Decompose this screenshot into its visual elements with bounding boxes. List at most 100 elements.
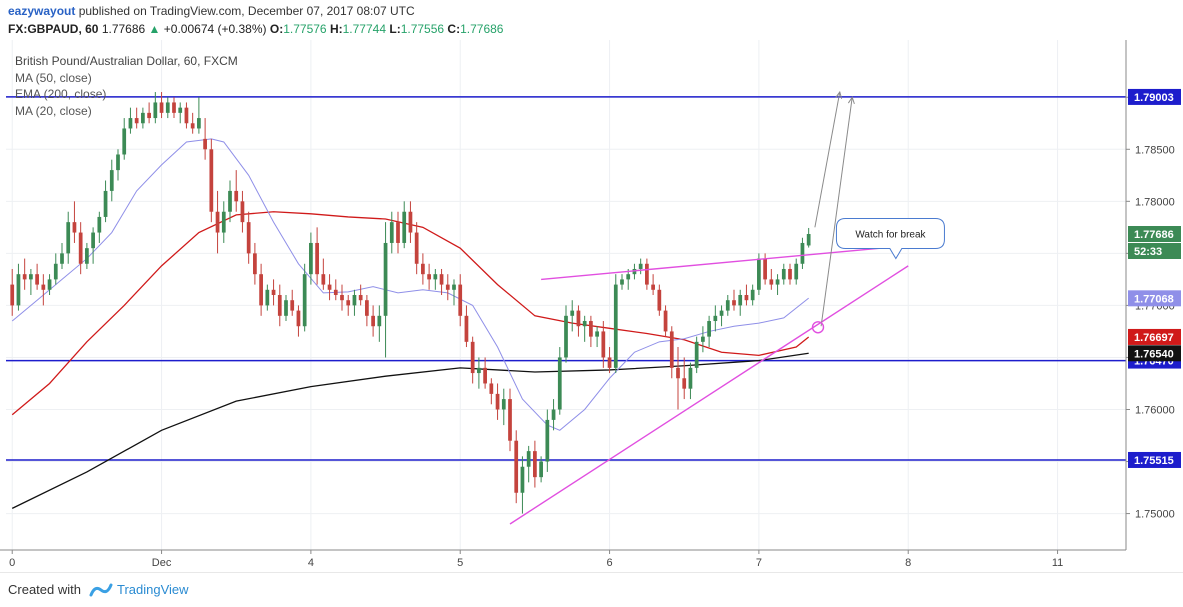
candle-body: [383, 242, 388, 316]
candle-body: [296, 310, 301, 327]
watch-for-break-callout[interactable]: Watch for break: [835, 218, 945, 260]
ma50-badge-bg: [1128, 328, 1181, 345]
candle-body: [682, 378, 687, 389]
countdown-badge: 52:33: [1134, 246, 1162, 258]
candle-body: [557, 357, 562, 410]
chart-legend: British Pound/Australian Dollar, 60, FXC…: [15, 54, 238, 118]
candle-body: [775, 279, 780, 285]
candle-body: [620, 279, 624, 285]
candle-body: [651, 284, 655, 290]
current-price-badge: 1.77686: [1134, 229, 1174, 241]
ema200-badge: 1.76540: [1134, 348, 1174, 360]
time-tick-label: 0: [9, 557, 15, 569]
legend-item-ema200[interactable]: EMA (200, close): [15, 87, 106, 101]
level-badge-bg: [1128, 88, 1181, 105]
candle-body: [520, 466, 525, 493]
candle-body: [165, 102, 170, 113]
candle-body: [607, 357, 612, 368]
candle-body: [539, 461, 543, 478]
candle-body: [725, 300, 730, 311]
candle-body: [172, 102, 176, 113]
candle-body: [439, 274, 444, 285]
drawings[interactable]: [509, 90, 915, 525]
candle-body: [66, 222, 71, 254]
candles: [10, 92, 811, 514]
candle-body: [738, 295, 743, 306]
close-value: 1.77686: [460, 22, 504, 36]
candle-body: [389, 222, 394, 243]
countdown-badge-bg: [1128, 243, 1181, 260]
candle-body: [551, 409, 556, 420]
time-tick-label: Dec: [152, 557, 172, 569]
candle-body: [358, 295, 363, 301]
candle-body: [483, 367, 487, 384]
candle-body: [197, 118, 201, 129]
candle-body: [663, 310, 668, 332]
author-link[interactable]: eazywayout: [8, 4, 76, 18]
candle-body: [452, 284, 456, 290]
candle-body: [315, 242, 319, 275]
candle-body: [35, 274, 39, 285]
candle-body: [414, 232, 419, 264]
projection-arrow[interactable]: [820, 97, 853, 327]
candle-body: [159, 102, 164, 113]
candle-body: [707, 321, 711, 337]
legend-item-ma50[interactable]: MA (50, close): [15, 71, 92, 85]
candle-body: [346, 300, 351, 306]
projection-arrow[interactable]: [814, 91, 841, 228]
trendline-resistance[interactable]: [541, 244, 915, 281]
candle-body: [719, 310, 724, 316]
time-tick-label: 4: [308, 557, 314, 569]
candle-body: [371, 315, 375, 327]
breakout-circle[interactable]: [811, 321, 825, 334]
projection-arrowhead-icon: [847, 96, 855, 105]
time-tick-label: 8: [905, 557, 911, 569]
last-price: 1.77686: [101, 22, 146, 36]
candle-body: [78, 232, 83, 264]
low-value: 1.77556: [400, 22, 445, 36]
candle-body: [321, 274, 326, 285]
legend-item-ma20[interactable]: MA (20, close): [15, 104, 92, 118]
time-axis[interactable]: 0 Dec 4 5 6 7 8 11: [9, 550, 1063, 569]
candle-body: [302, 274, 307, 327]
price-tick-label: 1.76000: [1135, 404, 1175, 416]
tradingview-link[interactable]: TradingView: [117, 582, 189, 597]
time-tick-label: 5: [457, 557, 463, 569]
candle-body: [582, 321, 587, 327]
low-label: L:: [389, 22, 401, 36]
candle-body: [694, 341, 699, 368]
candle-body: [570, 310, 575, 316]
candle-body: [489, 383, 494, 394]
candle-body: [464, 315, 469, 342]
close-label: C:: [447, 22, 461, 36]
candle-body: [85, 248, 89, 264]
tradingview-logo-icon[interactable]: [89, 581, 113, 599]
candle-body: [501, 399, 506, 410]
candle-body: [638, 263, 643, 269]
created-with-text: Created with: [8, 582, 81, 597]
candle-body: [589, 321, 593, 337]
candle-body: [713, 315, 718, 322]
candle-body: [688, 367, 693, 389]
candle-body: [781, 268, 786, 280]
chart-background: [0, 40, 1183, 572]
candle-body: [445, 284, 450, 290]
price-tick-label: 1.78000: [1135, 196, 1175, 208]
candle-body: [564, 315, 568, 358]
candle-body: [613, 284, 618, 368]
candle-body: [141, 112, 145, 124]
ma20-badge: 1.77068: [1134, 293, 1174, 305]
price-chart[interactable]: 1.750001.755001.760001.765001.770001.775…: [0, 40, 1183, 572]
candle-body: [626, 274, 631, 280]
candle-body: [91, 232, 95, 249]
candle-body: [153, 102, 158, 119]
candle-body: [184, 107, 189, 124]
projection-arrowhead-icon: [835, 90, 843, 99]
candle-body: [309, 242, 313, 275]
candle-body: [333, 289, 338, 295]
price-badges: 1.790031.764701.755151.7768652:331.77068…: [1128, 88, 1181, 468]
trendline-support[interactable]: [509, 265, 909, 525]
candle-body: [433, 274, 438, 280]
legend-title: British Pound/Australian Dollar, 60, FXC…: [15, 54, 238, 68]
candle-body: [72, 222, 77, 233]
